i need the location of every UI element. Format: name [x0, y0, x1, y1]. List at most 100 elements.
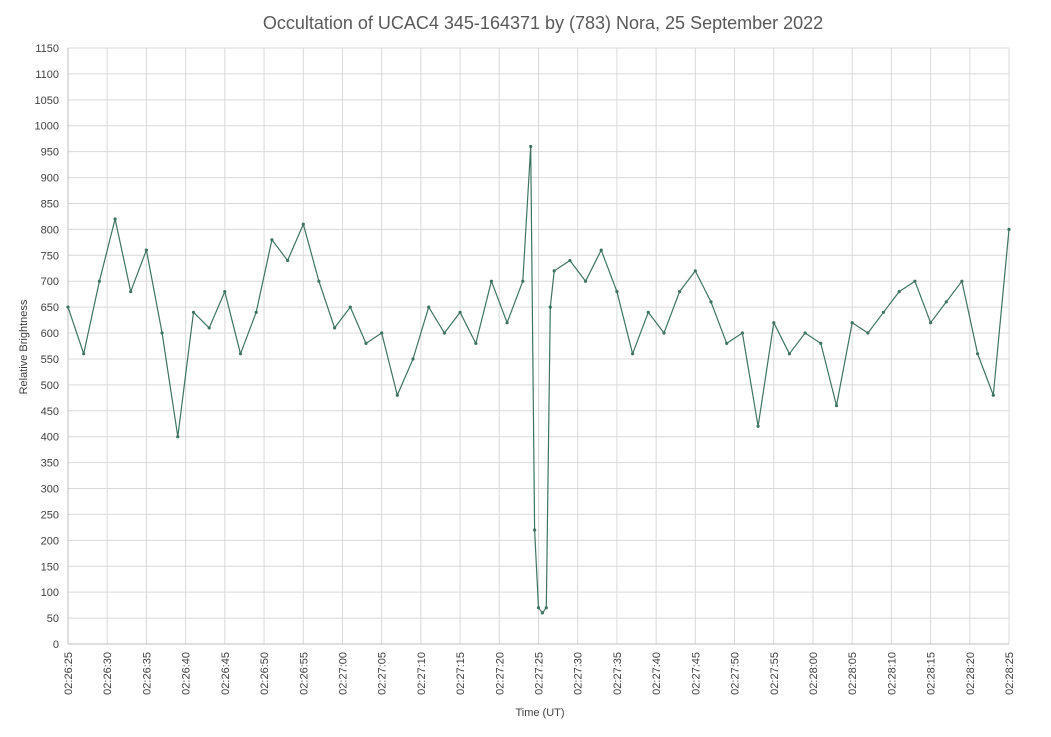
y-tick-label: 600 — [41, 328, 59, 340]
y-tick-label: 650 — [41, 302, 59, 314]
y-tick-label: 900 — [41, 173, 59, 185]
data-point — [270, 238, 274, 242]
y-axis-title: Relative Brightness — [18, 299, 30, 394]
y-tick-label: 300 — [41, 484, 59, 496]
x-tick-label: 02:27:15 — [455, 652, 467, 695]
x-tick-label: 02:27:50 — [730, 652, 742, 695]
data-point — [160, 331, 164, 335]
data-point — [411, 357, 415, 361]
x-tick-label: 02:26:35 — [141, 652, 153, 695]
y-tick-label: 0 — [53, 639, 59, 651]
data-point — [709, 300, 713, 304]
data-point — [929, 321, 933, 325]
x-tick-label: 02:27:10 — [416, 652, 428, 695]
data-point — [427, 305, 431, 309]
x-tick-label: 02:28:00 — [808, 652, 820, 695]
x-tick-label: 02:28:10 — [886, 652, 898, 695]
data-point — [505, 321, 509, 325]
y-tick-label: 250 — [41, 509, 59, 521]
data-point — [599, 248, 603, 252]
y-tick-label: 1150 — [35, 43, 59, 55]
data-point — [631, 352, 635, 356]
data-point — [897, 290, 901, 294]
data-point — [521, 279, 525, 283]
data-point — [489, 279, 493, 283]
data-point — [348, 305, 352, 309]
y-tick-label: 1000 — [35, 121, 59, 133]
y-tick-label: 500 — [41, 380, 59, 392]
data-point — [144, 248, 148, 252]
data-point — [540, 611, 545, 615]
y-tick-label: 400 — [41, 432, 59, 444]
x-tick-label: 02:27:45 — [690, 652, 702, 695]
data-point — [364, 341, 368, 345]
y-tick-label: 150 — [41, 561, 59, 573]
data-point — [803, 331, 807, 335]
data-point — [740, 331, 745, 335]
data-point — [458, 310, 462, 314]
data-point — [544, 606, 548, 610]
gridlines — [67, 47, 1010, 645]
x-tick-label: 02:27:35 — [612, 652, 624, 695]
data-point — [286, 258, 290, 263]
x-tick-label: 02:27:20 — [494, 652, 506, 695]
x-tick-label: 02:26:55 — [298, 652, 310, 695]
x-tick-label: 02:26:25 — [63, 652, 75, 695]
data-point — [584, 279, 588, 283]
data-point — [568, 258, 572, 263]
y-tick-label: 1050 — [35, 95, 59, 107]
data-point — [474, 341, 478, 345]
chart-title: Occultation of UCAC4 345-164371 by (783)… — [263, 13, 823, 33]
data-point — [536, 606, 541, 610]
data-point — [113, 217, 117, 221]
x-tick-label: 02:26:50 — [259, 652, 271, 695]
data-point — [646, 310, 650, 314]
data-point — [238, 352, 243, 356]
data-point — [529, 144, 533, 149]
data-point — [395, 393, 399, 397]
data-point — [333, 326, 337, 330]
data-point — [223, 290, 227, 294]
data-point — [1007, 227, 1011, 231]
y-tick-label: 1100 — [35, 69, 59, 81]
data-point — [725, 341, 729, 345]
data-point — [442, 331, 446, 335]
data-point — [176, 435, 180, 439]
data-point — [533, 528, 537, 532]
data-point — [944, 300, 948, 304]
data-point — [850, 321, 854, 325]
y-tick-label: 450 — [41, 406, 59, 418]
series-layer — [66, 144, 1011, 615]
data-point — [662, 331, 666, 335]
data-point — [66, 305, 70, 309]
data-point — [693, 269, 697, 273]
x-tick-label: 02:28:20 — [965, 652, 977, 695]
y-tick-label: 50 — [47, 613, 59, 625]
data-point — [97, 279, 101, 283]
data-point — [834, 404, 839, 408]
y-tick-label: 850 — [41, 198, 59, 210]
x-tick-label: 02:27:40 — [651, 652, 663, 695]
y-tick-label: 700 — [41, 276, 59, 288]
data-point — [772, 321, 776, 325]
x-tick-label: 02:28:15 — [926, 652, 938, 695]
data-point — [254, 310, 258, 314]
y-tick-label: 800 — [41, 224, 59, 236]
x-tick-label: 02:27:05 — [377, 652, 389, 695]
x-tick-label: 02:27:55 — [769, 652, 781, 695]
series-line — [67, 145, 1010, 614]
data-point — [615, 290, 619, 294]
data-point — [976, 352, 980, 356]
x-tick-label: 02:28:25 — [1004, 652, 1016, 695]
x-axis-title: Time (UT) — [515, 707, 564, 719]
data-point — [991, 393, 995, 397]
x-axis-ticks: 02:26:25 02:26:30 02:26:35 02:26:40 02:26:45… — [63, 652, 1016, 695]
data-point — [191, 310, 196, 314]
x-tick-label: 02:28:05 — [847, 652, 859, 695]
y-tick-label: 350 — [41, 458, 59, 470]
data-point — [207, 326, 211, 330]
data-point — [756, 424, 760, 428]
data-point — [82, 352, 86, 356]
